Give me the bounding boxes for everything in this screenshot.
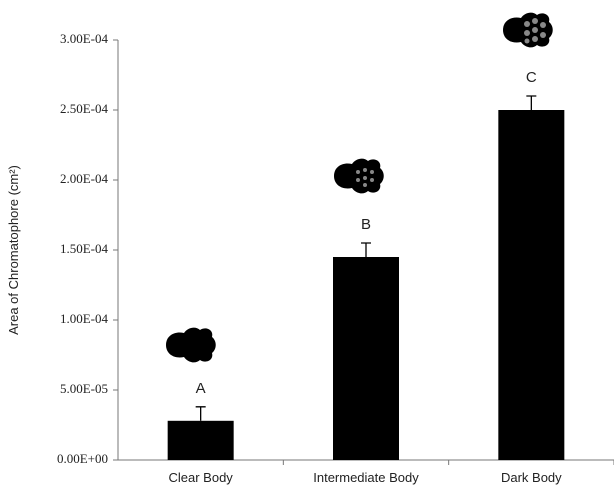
y-tick-label: 0.00E+00 xyxy=(57,451,108,466)
group-letter: C xyxy=(526,69,537,86)
group-letter: B xyxy=(361,216,371,233)
bar xyxy=(333,257,399,460)
y-tick-label: 1.50E-04 xyxy=(60,241,109,256)
error-bar xyxy=(526,96,536,110)
y-tick-label: 5.00E-05 xyxy=(60,381,108,396)
y-axis-label: Area of Chromatophore (cm²) xyxy=(6,165,21,335)
y-tick-label: 1.00E-04 xyxy=(60,311,109,326)
y-tick-label: 3.00E-04 xyxy=(60,31,109,46)
x-tick-label: Clear Body xyxy=(169,470,234,485)
error-bar xyxy=(361,243,371,257)
x-tick-label: Dark Body xyxy=(501,470,562,485)
bar xyxy=(498,110,564,460)
group-letter: A xyxy=(196,380,206,397)
error-bar xyxy=(196,407,206,421)
x-tick-label: Intermediate Body xyxy=(313,470,419,485)
intermediate-icon xyxy=(334,159,384,194)
chart: Area of Chromatophore (cm²) 0.00E+00 5.00… xyxy=(0,0,614,489)
y-tick-label: 2.00E-04 xyxy=(60,171,109,186)
dark-icon xyxy=(503,13,553,48)
bar xyxy=(168,421,234,460)
clear-icon xyxy=(166,328,216,363)
y-tick-label: 2.50E-04 xyxy=(60,101,109,116)
